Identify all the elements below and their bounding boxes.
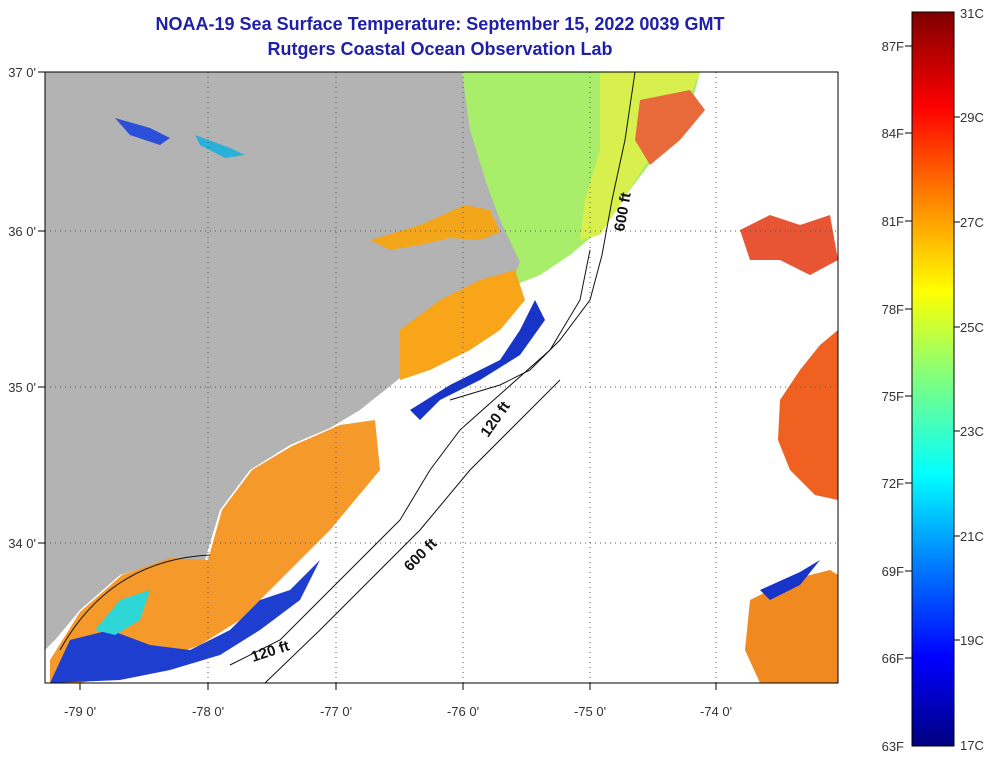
pamlico-sound xyxy=(400,270,525,380)
sst-coastal-blue xyxy=(410,300,545,420)
inland-lake-2 xyxy=(195,135,245,158)
sst-south-blue xyxy=(50,560,320,683)
albemarle-sound xyxy=(370,205,500,250)
map-subtitle: Rutgers Coastal Ocean Observation Lab xyxy=(267,39,613,59)
sst-offshore-red-2 xyxy=(740,215,838,275)
colorbar-f-label: 87F xyxy=(882,39,904,54)
colorbar-c-label: 25C xyxy=(960,320,984,335)
lat-tick-label: 36 0' xyxy=(8,224,36,239)
colorbar-c-label: 19C xyxy=(960,633,984,648)
colorbar-c-label: 21C xyxy=(960,529,984,544)
colorbar-f-label: 75F xyxy=(882,389,904,404)
inland-lake-1 xyxy=(115,118,170,145)
lat-tick-label: 34 0' xyxy=(8,536,36,551)
sst-offshore-blue-patch xyxy=(760,560,820,600)
coastline-arc xyxy=(59,554,211,651)
colorbar-f-label: 78F xyxy=(882,302,904,317)
colorbar-f-label: 81F xyxy=(882,214,904,229)
lon-tick-label: -74 0' xyxy=(700,704,732,719)
lon-tick-label: -79 0' xyxy=(64,704,96,719)
land-region xyxy=(45,72,520,650)
contour-120ft xyxy=(229,249,591,666)
lat-lon-grid xyxy=(45,72,838,683)
lat-tick-label: 35 0' xyxy=(8,380,36,395)
colorbar-c-label: 17C xyxy=(960,738,984,753)
colorbar-c-label: 29C xyxy=(960,110,984,125)
colorbar-f-label: 69F xyxy=(882,564,904,579)
colorbar-c-label: 31C xyxy=(960,6,984,21)
sst-northeast-blotch xyxy=(635,90,705,165)
sst-south-cyan xyxy=(95,590,150,635)
colorbar-f-label: 66F xyxy=(882,651,904,666)
colorbar-c-label: 23C xyxy=(960,424,984,439)
colorbar-f-label: 84F xyxy=(882,126,904,141)
colorbar-f-label: 72F xyxy=(882,476,904,491)
map-title: NOAA-19 Sea Surface Temperature: Septemb… xyxy=(155,14,725,34)
lon-tick-label: -75 0' xyxy=(574,704,606,719)
colorbar-f-label: 63F xyxy=(882,739,904,754)
colorbar-c-label: 27C xyxy=(960,215,984,230)
lon-tick-label: -77 0' xyxy=(320,704,352,719)
contour-600ft-south xyxy=(264,379,561,683)
sst-offshore-red-1 xyxy=(778,330,838,500)
lon-tick-label: -76 0' xyxy=(447,704,479,719)
contour-label-600ft-north: 600 ft xyxy=(611,191,635,233)
contour-600ft-north xyxy=(449,72,636,401)
colorbar xyxy=(911,11,955,747)
lon-tick-label: -78 0' xyxy=(192,704,224,719)
lat-tick-label: 37 0' xyxy=(8,65,36,80)
